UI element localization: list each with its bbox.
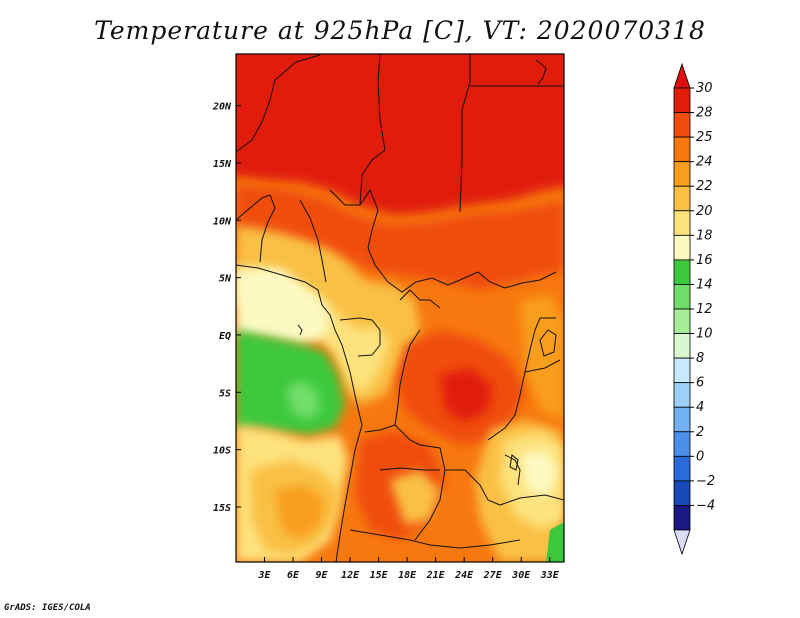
colorbar-swatch <box>673 480 691 506</box>
colorbar-swatch <box>673 185 691 212</box>
lat-tick-label: 20N <box>212 102 232 113</box>
colorbar-label: 4 <box>696 400 704 415</box>
lat-tick-label: 10S <box>213 446 231 457</box>
colorbar-label: 2 <box>696 425 704 440</box>
colorbar-swatch <box>673 308 691 334</box>
field-gulf-18 <box>236 268 330 345</box>
colorbar-label: 10 <box>696 327 713 342</box>
colorbar-bottom-arrow <box>673 529 691 556</box>
lat-tick-label: EQ <box>219 331 231 342</box>
colorbar-label: 6 <box>696 376 704 391</box>
colorbar-label: 25 <box>696 130 713 145</box>
colorbar-swatch <box>673 259 691 285</box>
field-band-28-north <box>236 185 564 290</box>
lat-tick-label: 5S <box>219 388 231 399</box>
map-frame <box>235 53 565 563</box>
temperature-field <box>236 54 564 562</box>
colorbar-label: 28 <box>696 106 713 121</box>
colorbar-swatch <box>673 210 691 236</box>
lon-tick-label: 24E <box>454 570 474 581</box>
field-east-18 <box>520 450 558 495</box>
colorbar-label: 16 <box>696 253 713 268</box>
field-se-16 <box>546 522 564 562</box>
colorbar-label: 30 <box>696 81 713 96</box>
field-plateau-22 <box>390 470 440 525</box>
lon-tick-label: 12E <box>341 570 360 581</box>
colorbar-swatch <box>673 505 691 531</box>
field-east-africa-24 <box>520 295 564 420</box>
colorbar-label: 18 <box>696 228 713 243</box>
lat-tick-label: 15N <box>213 159 232 170</box>
chart-title: Temperature at 925hPa [C], VT: 202007031… <box>94 16 706 45</box>
lon-tick-label: 3E <box>257 570 271 581</box>
lon-tick-label: 15E <box>370 570 389 581</box>
field-band-30 <box>236 54 564 215</box>
colorbar-swatch <box>673 357 691 384</box>
colorbar-swatch <box>673 455 691 482</box>
lat-tick-label: 10N <box>213 216 232 227</box>
colorbar-swatch <box>673 382 691 408</box>
colorbar-label: 8 <box>696 351 704 366</box>
lon-tick-label: 33E <box>540 570 560 581</box>
colorbar-label: −4 <box>696 498 715 513</box>
grads-credit: GrADS: IGES/COLA <box>4 603 91 613</box>
lon-tick-label: 9E <box>316 570 329 581</box>
colorbar-top-arrow <box>673 62 691 89</box>
colorbar-label: 20 <box>696 204 713 219</box>
colorbar-swatch <box>673 112 691 138</box>
colorbar-swatch <box>673 333 691 359</box>
colorbar-swatch <box>673 234 691 261</box>
colorbar-swatch <box>673 136 691 163</box>
lon-tick-label: 18E <box>398 570 417 581</box>
lon-tick-label: 27E <box>483 570 503 581</box>
colorbar-swatch <box>673 284 691 310</box>
lon-tick-label: 21E <box>426 570 446 581</box>
colorbar-swatch <box>673 431 691 457</box>
longitude-axis: 3E 6E 9E 12E 15E 18E 21E 24E 27E 30E 33E <box>257 557 560 581</box>
colorbar-label: −2 <box>696 474 715 489</box>
country-borders <box>236 54 564 562</box>
lat-tick-label: 5N <box>219 274 232 285</box>
colorbar-label: 24 <box>696 155 713 170</box>
colorbar-swatch <box>673 161 691 187</box>
colorbar-label: 12 <box>696 302 713 317</box>
field-congo-30 <box>440 368 492 422</box>
latitude-axis: 20N 15N 10N 5N EQ 5S 10S 15S <box>212 102 241 514</box>
lon-tick-label: 6E <box>287 570 300 581</box>
field-ocean-14 <box>288 382 320 420</box>
field-south-ocean-24 <box>275 485 325 540</box>
colorbar-label: 22 <box>696 179 713 194</box>
lat-tick-label: 15S <box>213 503 231 514</box>
lon-tick-label: 30E <box>511 570 531 581</box>
colorbar-label: 0 <box>696 449 704 464</box>
colorbar-label: 14 <box>696 277 713 292</box>
colorbar-swatch <box>673 87 691 113</box>
colorbar-swatch <box>673 406 691 433</box>
